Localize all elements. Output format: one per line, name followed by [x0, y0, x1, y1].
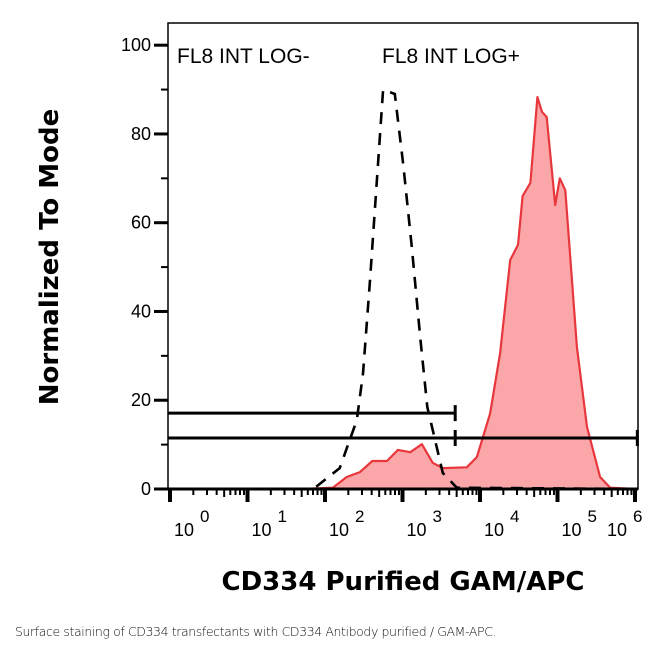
- x-tick-exponent: 5: [588, 507, 597, 526]
- y-tick-label: 100: [121, 35, 151, 55]
- x-tick-label: 10: [484, 520, 504, 540]
- figure-caption: Surface staining of CD334 transfectants …: [15, 624, 497, 639]
- y-tick-label: 0: [141, 479, 151, 499]
- gate-layer: [168, 405, 639, 446]
- gate-label-negative: FL8 INT LOG-: [177, 45, 310, 68]
- x-tick-label: 10: [174, 520, 194, 540]
- series-line-0: [170, 95, 638, 491]
- x-axis-title: CD334 Purified GAM/APC: [222, 567, 585, 597]
- y-tick-label: 20: [131, 390, 151, 410]
- x-tick-label: 10: [406, 520, 426, 540]
- y-axis-title: Normalized To Mode: [35, 109, 65, 406]
- y-tick-label: 80: [131, 124, 151, 144]
- series-fill-0: [170, 97, 638, 489]
- series-layer: [170, 87, 638, 491]
- x-tick-exponent: 4: [510, 507, 519, 526]
- x-tick-exponent: 2: [355, 507, 364, 526]
- x-tick-label: 10: [561, 520, 581, 540]
- x-tick-exponent: 1: [278, 507, 287, 526]
- y-tick-label: 40: [131, 301, 151, 321]
- series-dashed-line-1: [170, 87, 638, 491]
- y-tick-label: 60: [131, 213, 151, 233]
- x-tick-exponent: 0: [200, 507, 209, 526]
- x-tick-exponent: 6: [633, 507, 642, 526]
- x-tick-label: 10: [607, 520, 627, 540]
- x-tick-label: 10: [329, 520, 349, 540]
- x-tick-label: 10: [251, 520, 271, 540]
- gate-label-positive: FL8 INT LOG+: [382, 45, 520, 68]
- x-tick-exponent: 3: [433, 507, 442, 526]
